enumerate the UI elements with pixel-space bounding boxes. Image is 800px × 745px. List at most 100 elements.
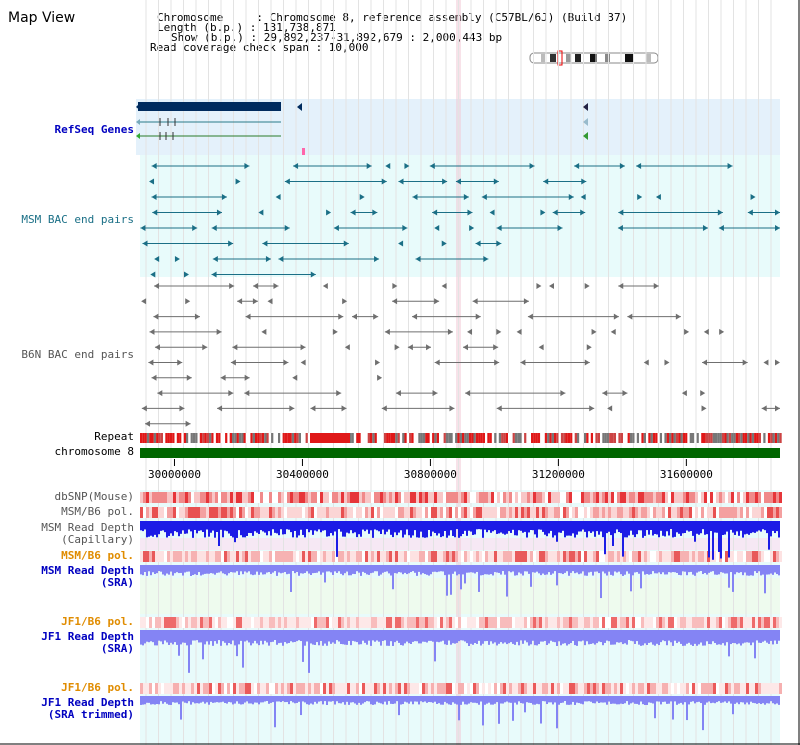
jf1-sra-depth-bar (714, 630, 716, 644)
dbsnp-cell (452, 492, 455, 503)
repeat-segment (183, 433, 186, 443)
jf1-trimmed-depth-bar (476, 696, 478, 704)
msm-pol2-cell (443, 551, 446, 562)
msm-bac-pair-end (441, 240, 447, 247)
repeat-segment (471, 433, 474, 443)
dbsnp-cell (557, 492, 560, 503)
msm-capillary-depth-bar (714, 521, 716, 533)
b6n-bac-pair-end (684, 328, 690, 335)
jf1-sra-depth-bar (728, 630, 730, 657)
jf1-sra-depth-bar (466, 630, 468, 644)
jf1-trimmed-depth-bar (376, 696, 378, 702)
msm-sra-depth-bar (200, 565, 202, 576)
msm-sra-depth-bar (640, 565, 642, 589)
ideogram-band (566, 54, 571, 62)
msm-pol-cell (272, 507, 275, 518)
b6n-bac-pair-end (252, 298, 258, 305)
jf1-trimmed-depth-bar (408, 696, 410, 704)
msm-pol-cell (353, 507, 356, 518)
jf1-sra-depth-bar (174, 630, 176, 643)
msm-pol2-cell (296, 551, 299, 562)
jf1-pol-cell (533, 617, 536, 628)
msm-capillary-depth-bar (634, 521, 636, 538)
jf1-sra-depth-bar (258, 630, 260, 646)
jf1-trimmed-depth-bar (740, 696, 742, 703)
jf1-pol2-cell (734, 683, 737, 694)
msm-pol2-cell (482, 551, 485, 562)
b6n-bac-pair-end (719, 328, 725, 335)
jf1-pol2-cell (638, 683, 641, 694)
repeat-segment (409, 433, 412, 443)
msm-bac-pair-end (469, 225, 475, 231)
jf1-sra-depth-bar (772, 630, 774, 645)
jf1-sra-depth-bar (770, 630, 772, 641)
msm-pol2-cell (290, 551, 293, 562)
msm-pol2-cell (584, 551, 587, 562)
msm-capillary-depth-bar (574, 521, 576, 538)
jf1-pol-cell (404, 617, 407, 628)
jf1-pol2-cell (671, 683, 674, 694)
repeat-segment (406, 433, 410, 443)
dbsnp-cell (374, 492, 377, 503)
jf1-pol-cell (179, 617, 182, 628)
msm-capillary-depth-bar (470, 521, 472, 532)
jf1-pol-cell (278, 617, 281, 628)
msm-sra-depth-bar (754, 565, 756, 572)
jf1-sra-depth-bar (528, 630, 530, 646)
repeat-segment (689, 433, 692, 443)
dbsnp-cell (218, 492, 221, 503)
jf1-pol-cell (530, 617, 533, 628)
dbsnp-cell (287, 492, 290, 503)
msm-sra-depth-bar (324, 565, 326, 583)
dbsnp-cell (695, 492, 698, 503)
msm-sra-depth-bar (634, 565, 636, 573)
dbsnp-cell (257, 492, 260, 503)
msm-capillary-depth-bar (246, 521, 248, 536)
msm-pol2-cell (362, 551, 365, 562)
msm-pol-cell (683, 507, 686, 518)
jf1-sra-depth-bar (712, 630, 714, 642)
repeat-segment (144, 433, 147, 443)
jf1-pol-cell (542, 617, 545, 628)
dbsnp-cell (671, 492, 674, 503)
jf1-pol2-cell (707, 683, 710, 694)
msm-sra-depth-bar (410, 565, 412, 573)
jf1-pol2-cell (446, 683, 449, 694)
jf1-pol-cell (590, 617, 593, 628)
jf1-sra-depth-bar (344, 630, 346, 645)
msm-sra-depth-bar (404, 565, 406, 573)
msm-sra-depth-bar (528, 565, 530, 574)
msm-pol-cell (569, 507, 572, 518)
msm-pol2-cell (470, 551, 473, 562)
repeat-segment (192, 433, 196, 443)
chromosome-ideogram[interactable] (529, 50, 659, 66)
dbsnp-cell (758, 492, 761, 503)
track-label-jf1-pol-2: JF1/B6 pol. (61, 681, 134, 694)
jf1-pol-cell (392, 617, 395, 628)
repeat-segment (291, 433, 295, 443)
dbsnp-cell (410, 492, 413, 503)
jf1-trimmed-depth-bar (420, 696, 422, 702)
jf1-trimmed-depth-bar (208, 696, 210, 705)
jf1-sra-depth-bar (360, 630, 362, 645)
repeat-segment (165, 433, 168, 443)
jf1-sra-depth-bar (700, 630, 702, 643)
b6n-bac-pair-end (610, 328, 616, 335)
jf1-pol-cell (707, 617, 710, 628)
jf1-trimmed-depth-bar (152, 696, 154, 705)
msm-pol2-cell (752, 551, 755, 562)
msm-pol-cell (641, 507, 644, 518)
repeat-segment (298, 433, 301, 443)
jf1-sra-depth-bar (746, 630, 748, 643)
msm-pol-cell (233, 507, 236, 518)
jf1-pol2-cell (326, 683, 329, 694)
repeat-segment (708, 433, 711, 443)
msm-pol2-cell (518, 551, 521, 562)
repeat-segment (556, 433, 559, 443)
jf1-pol-cell (317, 617, 320, 628)
jf1-trimmed-depth-bar (304, 696, 306, 703)
dbsnp-cell (443, 492, 446, 503)
jf1-trimmed-depth-bar (654, 696, 656, 719)
msm-pol-cell (737, 507, 740, 518)
